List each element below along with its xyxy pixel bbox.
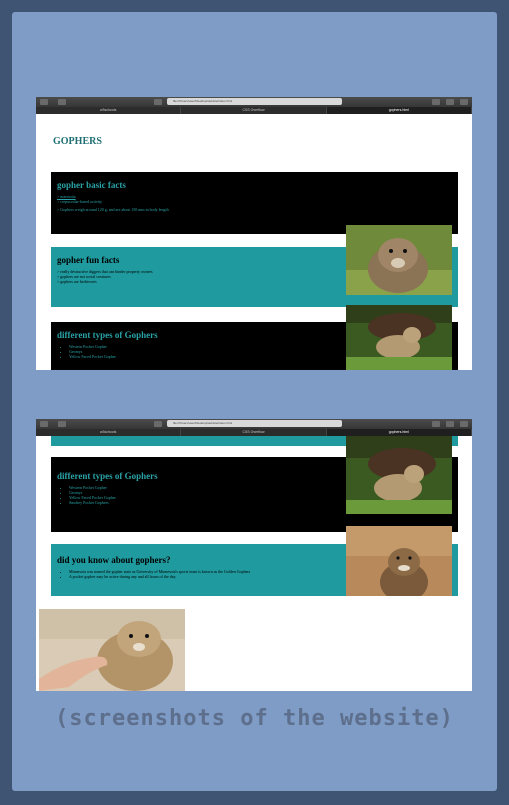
back-button[interactable] bbox=[40, 99, 48, 105]
basic-fact: > Gophers weigh around 120 g, and are ab… bbox=[57, 207, 169, 212]
website-screenshot-2: file:///Users/user/Desktop/website/index… bbox=[36, 419, 472, 691]
download-icon[interactable] bbox=[432, 99, 440, 105]
fun-fact: > really destructive diggers that can hi… bbox=[57, 269, 153, 274]
list-item: Yellow Faced Pocket Gopher bbox=[69, 354, 452, 359]
download-icon[interactable] bbox=[432, 421, 440, 427]
basic-fact: > crepuscular-based activity bbox=[57, 199, 103, 204]
sidebar-button[interactable] bbox=[58, 99, 66, 105]
back-button[interactable] bbox=[40, 421, 48, 427]
tab-w3schools[interactable]: w3schools bbox=[36, 107, 182, 114]
did-you-know-list: Minnesota was named the gopher state as … bbox=[57, 569, 452, 579]
fun-facts-section-edge bbox=[51, 436, 458, 446]
tab-gophers[interactable]: gophers.html bbox=[326, 429, 472, 436]
browser-toolbar: file:///Users/user/Desktop/website/index… bbox=[36, 97, 472, 107]
tab-w3schools[interactable]: w3schools bbox=[36, 429, 182, 436]
did-you-know-heading: did you know about gophers? bbox=[57, 555, 171, 565]
list-item: Geomys bbox=[69, 349, 452, 354]
url-bar[interactable]: file:///Users/user/Desktop/website/index… bbox=[167, 98, 342, 105]
fun-facts-heading: gopher fun facts bbox=[57, 255, 120, 265]
tab-bar: w3schools CSS Overflow gophers.html bbox=[36, 107, 472, 114]
basic-facts-heading: gopher basic facts bbox=[57, 180, 126, 190]
gopher-standing-photo bbox=[346, 526, 452, 596]
share-icon[interactable] bbox=[446, 421, 454, 427]
types-heading: different types of Gophers bbox=[57, 330, 158, 340]
basic-facts-section: gopher basic facts > marmotta > crepuscu… bbox=[51, 172, 458, 234]
gopher-hand-photo bbox=[39, 609, 185, 691]
list-item: Minnesota was named the gopher state as … bbox=[69, 569, 452, 574]
gopher-burrow-photo bbox=[346, 305, 452, 370]
tab-css-overflow[interactable]: CSS Overflow bbox=[181, 429, 327, 436]
list-item: Western Pocket Gopher bbox=[69, 485, 452, 490]
url-bar[interactable]: file:///Users/user/Desktop/website/index… bbox=[167, 420, 342, 427]
gopher-burrow-photo bbox=[346, 436, 452, 514]
tab-css-overflow[interactable]: CSS Overflow bbox=[181, 107, 327, 114]
caption: (screenshots of the website) bbox=[55, 706, 454, 731]
tab-bar: w3schools CSS Overflow gophers.html bbox=[36, 429, 472, 436]
share-icon[interactable] bbox=[446, 99, 454, 105]
types-list: Western Pocket Gopher Geomys Yellow Face… bbox=[57, 485, 452, 505]
privacy-icon bbox=[154, 421, 162, 427]
browser-toolbar: file:///Users/user/Desktop/website/index… bbox=[36, 419, 472, 429]
tabs-icon[interactable] bbox=[460, 421, 468, 427]
gopher-eating-photo bbox=[346, 225, 452, 295]
privacy-icon bbox=[154, 99, 162, 105]
fun-fact: > gophers are herbivores bbox=[57, 279, 97, 284]
list-item: Smokey Pocket Gophers bbox=[69, 500, 452, 505]
tabs-icon[interactable] bbox=[460, 99, 468, 105]
website-screenshot-1: file:///Users/user/Desktop/website/index… bbox=[36, 97, 472, 370]
basic-fact-link[interactable]: > marmotta bbox=[57, 194, 76, 199]
tab-gophers[interactable]: gophers.html bbox=[326, 107, 472, 114]
sidebar-button[interactable] bbox=[58, 421, 66, 427]
page-title: GOPHERS bbox=[53, 136, 102, 147]
list-item: Yellow Faced Pocket Gopher bbox=[69, 495, 452, 500]
list-item: A pocket gopher may be active during any… bbox=[69, 574, 452, 579]
list-item: Western Pocket Gopher bbox=[69, 344, 452, 349]
types-list: Western Pocket Gopher Geomys Yellow Face… bbox=[57, 344, 452, 359]
fun-fact: > gophers are not social creatures bbox=[57, 274, 111, 279]
types-heading: different types of Gophers bbox=[57, 471, 158, 481]
list-item: Geomys bbox=[69, 490, 452, 495]
